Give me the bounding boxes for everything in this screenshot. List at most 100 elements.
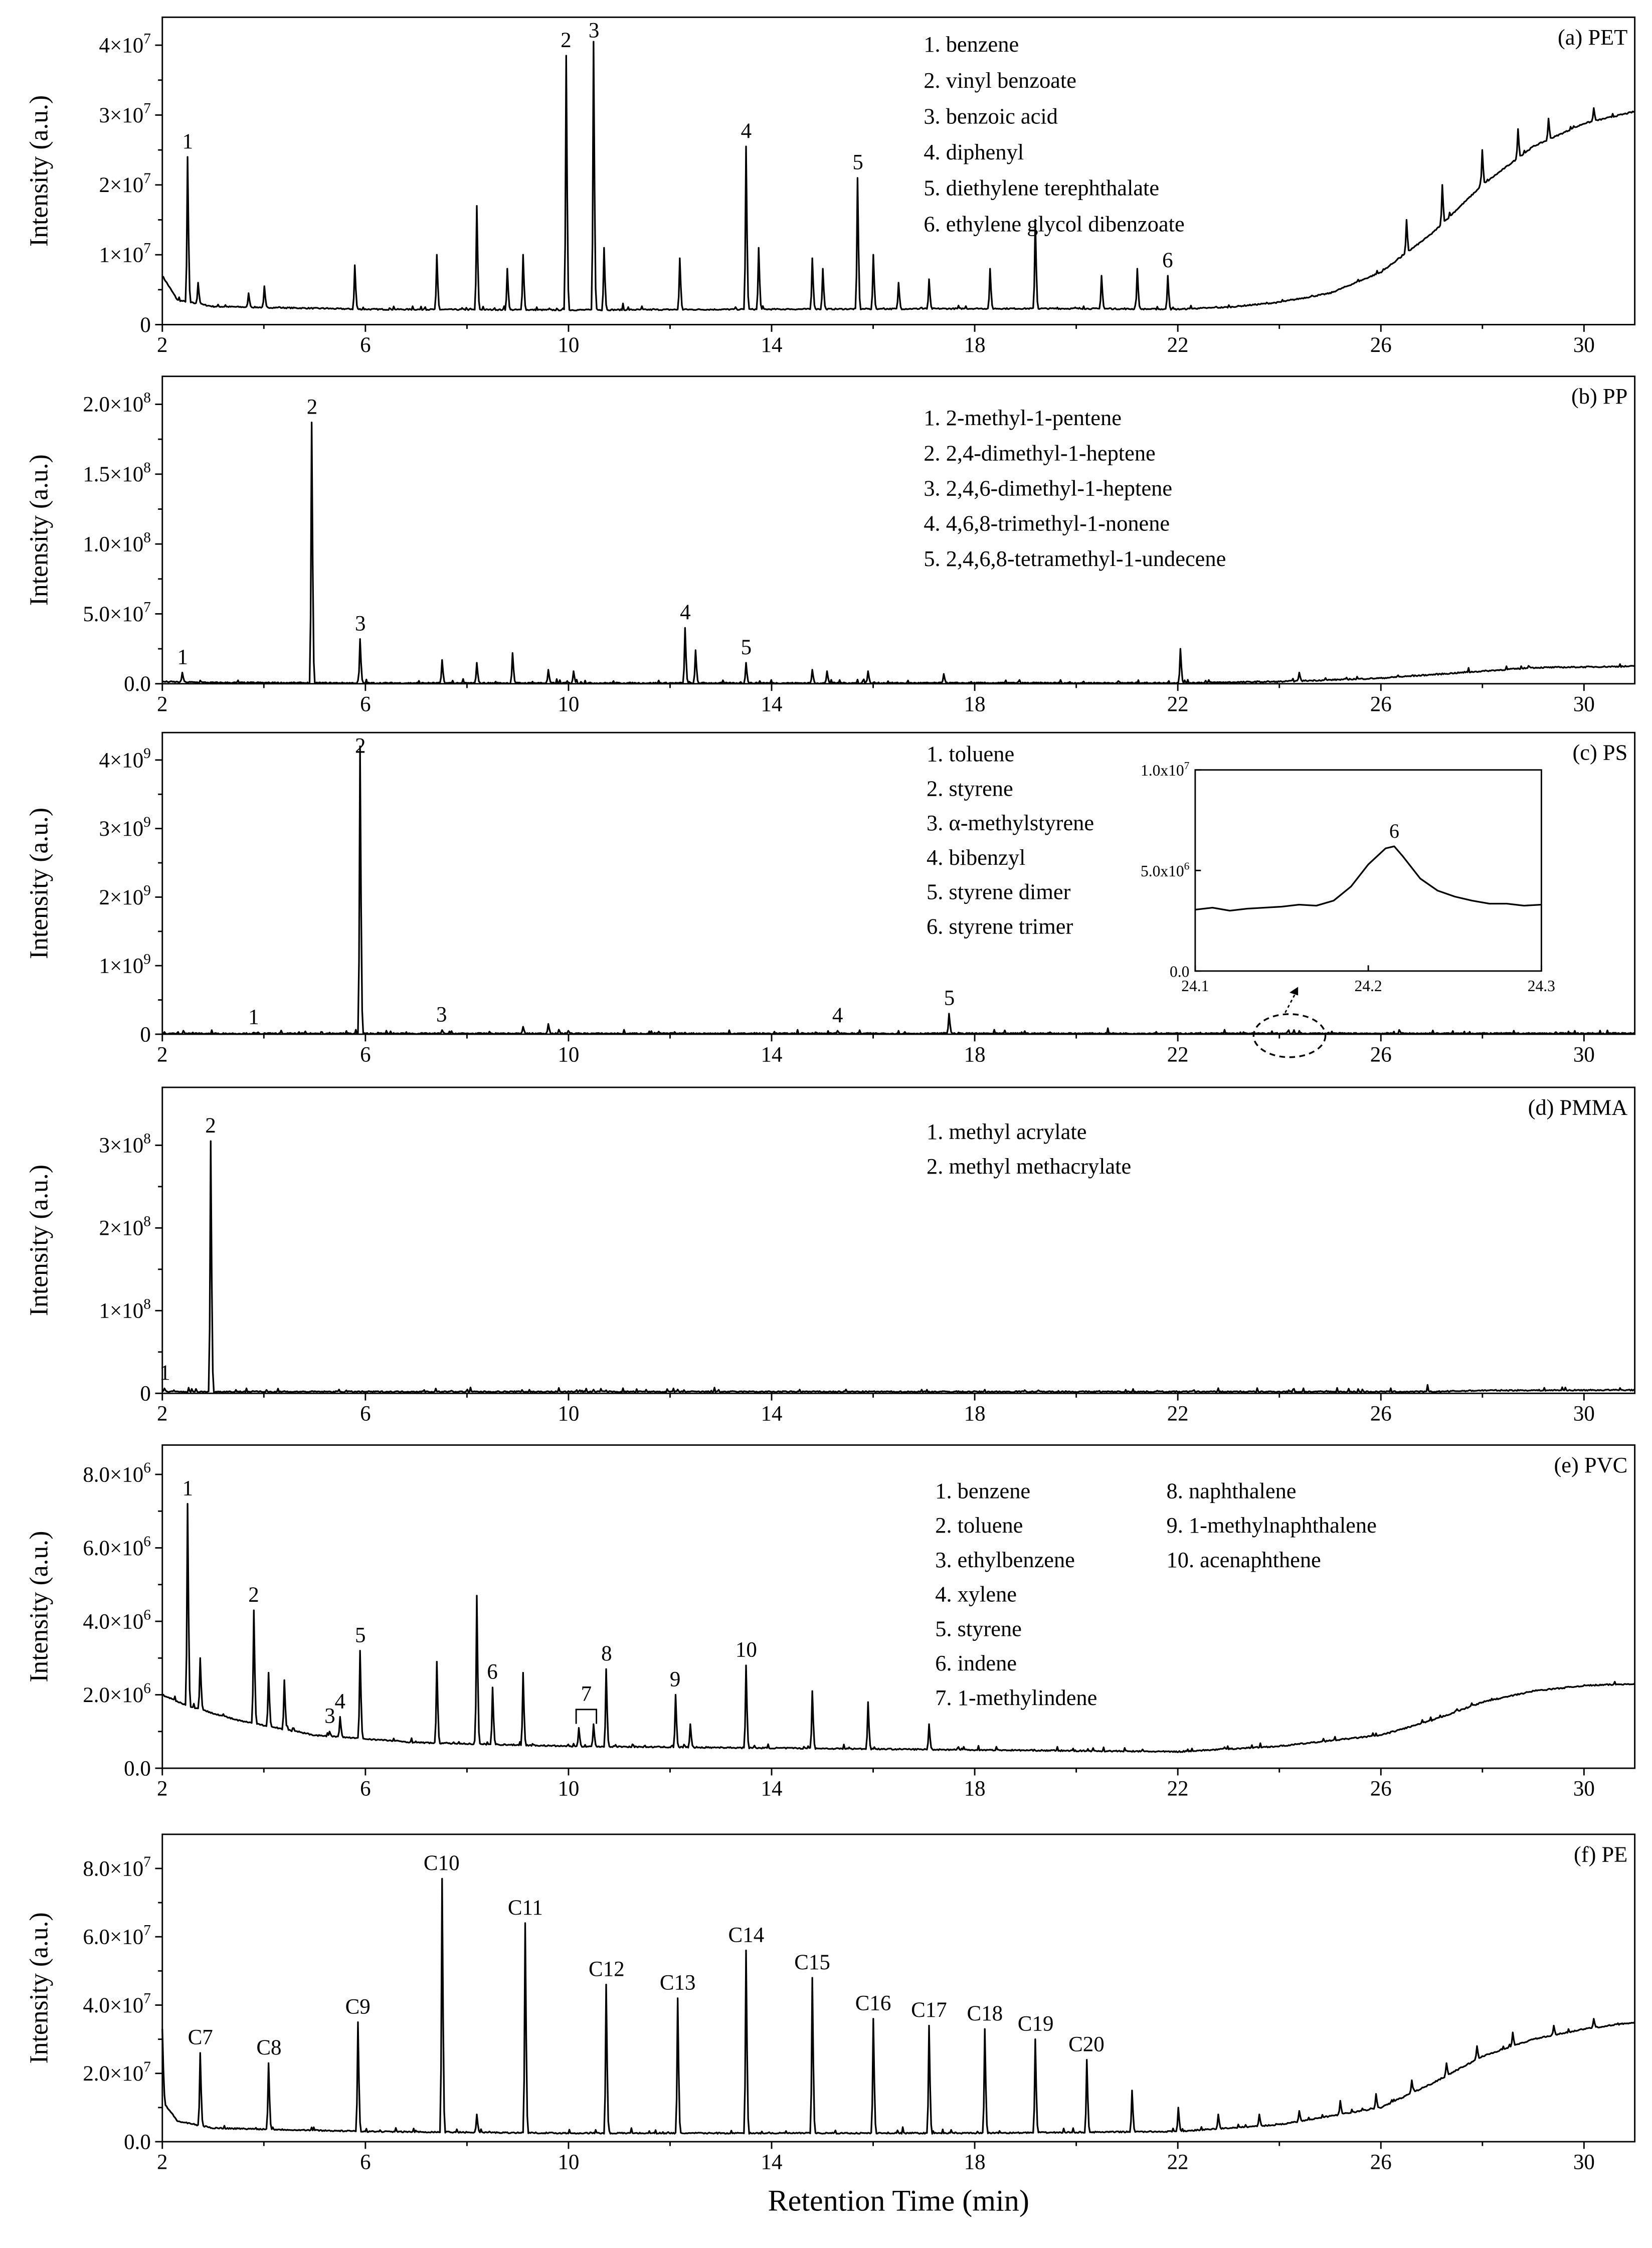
x-tick-label: 18	[964, 2150, 986, 2174]
legend: 1. 2-methyl-1-pentene 2. 2,4-dimethyl-1-h…	[924, 405, 1226, 571]
peak-label: C7	[188, 2026, 213, 2049]
legend: 1. methyl acrylate 2. methyl methacrylate	[927, 1119, 1131, 1179]
peak-label: 1	[159, 1361, 170, 1385]
peak-label: 2	[355, 734, 365, 758]
legend-item: 4. bibenzyl	[927, 845, 1025, 870]
x-tick-label: 10	[558, 1043, 579, 1066]
peak-label: 2	[248, 1583, 259, 1607]
x-tick-label: 14	[761, 2150, 783, 2174]
x-tick-label: 22	[1167, 2150, 1189, 2174]
x-tick-label: 30	[1573, 1402, 1595, 1426]
x-tick-label: 2	[157, 692, 167, 716]
legend-item: 2. styrene	[927, 776, 1013, 801]
panel-6: 2 6 10 14 18 22 26 300.02.0×1074.0×1076.0×1078.…	[25, 1833, 1636, 2218]
inset-frame	[1194, 769, 1542, 972]
peak-label: 9	[670, 1667, 680, 1691]
peak-label: 5	[741, 636, 752, 659]
legend-item: 5. diethylene terephthalate	[924, 175, 1159, 201]
x-tick-label: 6	[360, 1043, 371, 1066]
peak-label: 5	[852, 151, 863, 174]
x-tick-label: 26	[1370, 692, 1392, 716]
legend: 1. toluene 2. styrene 3. α-methylstyrene 4.…	[927, 741, 1094, 939]
y-tick-label: 2×107	[99, 170, 151, 197]
x-tick-label: 30	[1573, 692, 1595, 716]
panel-label: (c) PS	[1573, 740, 1628, 765]
y-tick-label: 4.0×107	[83, 1991, 151, 2017]
panel-2: 2 6 10 14 18 22 26 300.05.0×1071.0×1081.5×1082.…	[25, 376, 1636, 716]
chromatogram-trace	[162, 422, 1635, 685]
panel-label: (d) PMMA	[1528, 1094, 1628, 1119]
inset-x-tick-label: 24.1	[1181, 977, 1209, 995]
legend-item: 4. 4,6,8-trimethyl-1-nonene	[924, 511, 1170, 536]
x-tick-label: 26	[1370, 1777, 1392, 1800]
legend-item: 6. styrene trimer	[927, 913, 1073, 939]
plot-frame	[161, 16, 1636, 325]
x-tick-label: 22	[1167, 1402, 1189, 1426]
y-axis-title: Intensity (a.u.)	[25, 1912, 54, 2064]
legend-item: 6. indene	[935, 1650, 1017, 1675]
peak-label: 6	[487, 1660, 497, 1684]
legend-item: 2. toluene	[935, 1513, 1023, 1538]
x-tick-label: 26	[1370, 333, 1392, 357]
x-tick-label: 26	[1370, 1402, 1392, 1426]
x-tick-label: 10	[558, 1402, 579, 1426]
plot-frame	[161, 1086, 1636, 1394]
x-tick-label: 14	[761, 1402, 783, 1426]
x-tick-label: 30	[1573, 1777, 1595, 1800]
panel-label: (f) PE	[1574, 1841, 1627, 1866]
y-tick-label: 1×109	[99, 951, 151, 978]
peak-label: C11	[508, 1896, 543, 1920]
x-axis-title: Retention Time (min)	[768, 2184, 1029, 2218]
peak-label: C9	[345, 1995, 371, 2018]
zoom-ellipse	[1252, 1013, 1327, 1058]
x-tick-label: 14	[761, 333, 783, 357]
x-tick-label: 30	[1573, 1043, 1595, 1066]
x-tick-label: 14	[761, 1043, 783, 1066]
peak-label: 7	[581, 1682, 592, 1706]
legend-item: 4. xylene	[935, 1582, 1017, 1607]
inset-trace	[1195, 845, 1542, 912]
peak-label: C14	[728, 1923, 765, 1947]
legend: 1. benzene 2. vinyl benzoate 3. benzoic ac…	[924, 32, 1184, 236]
y-tick-label: 2×108	[99, 1214, 151, 1240]
plot-frame	[161, 376, 1636, 685]
x-tick-label: 26	[1370, 1043, 1392, 1066]
panel-5: 2 6 10 14 18 22 26 300.02.0×1064.0×1066.0×1068.…	[25, 1444, 1636, 1800]
legend-item: 6. ethylene glycol dibenzoate	[924, 211, 1184, 236]
x-tick-label: 14	[761, 692, 783, 716]
panel-3: 2 6 10 14 18 22 26 3001×1092×1093×1094×109Inten…	[25, 731, 1636, 1066]
peak-label: 5	[944, 987, 955, 1010]
legend-item: 1. benzene	[924, 32, 1019, 57]
y-axis-title: Intensity (a.u.)	[25, 1531, 54, 1682]
peak-label: C19	[1018, 2012, 1054, 2035]
zoom-arrow-head	[1289, 987, 1299, 996]
peak-label: C18	[967, 2002, 1003, 2025]
y-tick-label: 8.0×106	[83, 1460, 151, 1486]
x-tick-label: 2	[157, 2150, 167, 2174]
y-tick-label: 0.0	[124, 1757, 151, 1780]
peak-label: 6	[1162, 249, 1173, 272]
legend-item: 5. 2,4,6,8-tetramethyl-1-undecene	[924, 546, 1226, 571]
inset-x-tick-label: 24.2	[1355, 977, 1382, 995]
peak-label: C15	[794, 1951, 830, 1974]
legend-item: 3. benzoic acid	[924, 103, 1058, 128]
inset-x-tick-label: 24.3	[1528, 977, 1555, 995]
legend-item: 8. naphthalene	[1167, 1478, 1297, 1503]
y-tick-label: 1.0×108	[83, 529, 151, 556]
y-tick-label: 0.0	[124, 2130, 151, 2154]
peak-label: 8	[601, 1642, 612, 1665]
peak-label: 3	[324, 1705, 335, 1728]
y-tick-label: 1.5×108	[83, 460, 151, 486]
x-tick-label: 2	[157, 1402, 167, 1426]
plot-frame	[161, 1833, 1636, 2143]
y-tick-label: 6.0×106	[83, 1534, 151, 1560]
inset-plot: 24.1 24.2 24.3 0.0 5.0x106 1.0x107 6	[1141, 760, 1555, 995]
x-tick-label: 22	[1167, 1777, 1189, 1800]
peak-label: 1	[177, 645, 188, 669]
legend-item: 10. acenaphthene	[1167, 1547, 1321, 1572]
peak-label: 1	[182, 1476, 193, 1500]
chromatogram-trace	[162, 745, 1635, 1035]
legend-item: 3. α-methylstyrene	[927, 810, 1094, 835]
inset-peak-label: 6	[1389, 820, 1399, 842]
